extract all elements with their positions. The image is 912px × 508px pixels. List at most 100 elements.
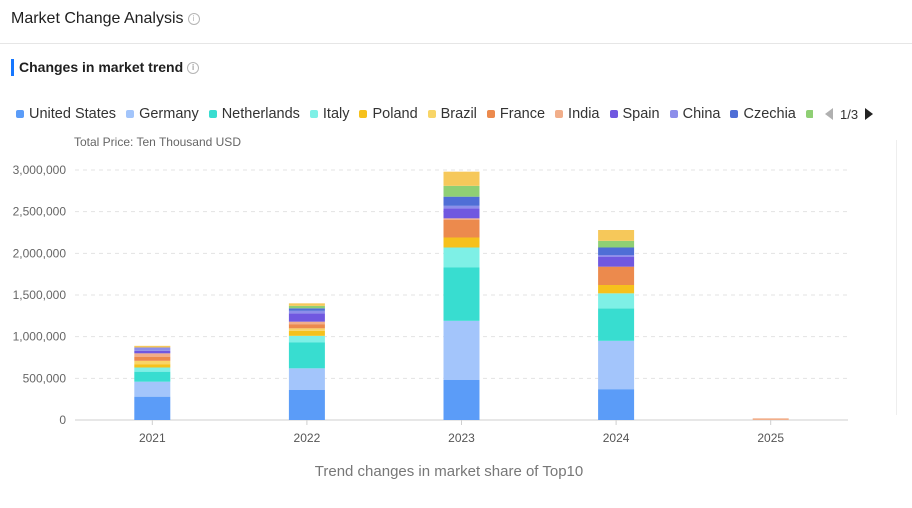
legend-item[interactable]: Germany	[126, 106, 199, 122]
legend-swatch	[730, 110, 739, 118]
y-tick-label: 500,000	[23, 371, 67, 385]
bar-segment[interactable]	[288, 313, 325, 322]
x-tick-label: 2021	[139, 431, 166, 445]
legend-item[interactable]: France	[486, 106, 545, 122]
y-tick-label: 2,000,000	[13, 246, 67, 260]
y-tick-label: 3,000,000	[13, 163, 67, 177]
legend-label: Spain	[622, 106, 660, 122]
bar-segment[interactable]	[134, 371, 171, 382]
y-tick-label: 2,500,000	[13, 205, 67, 219]
bar-segment[interactable]	[598, 256, 635, 267]
x-tick-label: 2025	[757, 431, 784, 445]
legend-item[interactable]: Brazil	[427, 106, 477, 122]
section-title-text: Changes in market trend	[19, 59, 184, 75]
legend-item[interactable]: United States	[16, 106, 116, 122]
bar-segment[interactable]	[443, 380, 480, 420]
bar-segment[interactable]	[134, 367, 171, 372]
bar-segment[interactable]	[598, 389, 635, 420]
bar-segment[interactable]	[134, 356, 171, 361]
bar-segment[interactable]	[134, 353, 171, 357]
bar-segment[interactable]	[598, 240, 635, 248]
bar-segment[interactable]	[288, 330, 325, 336]
bar-segment[interactable]	[288, 303, 325, 306]
bar-segment[interactable]	[443, 185, 480, 197]
legend-swatch	[309, 110, 318, 118]
unit-label: Total Price: Ten Thousand USD	[74, 135, 241, 149]
bar-segment[interactable]	[134, 347, 171, 351]
bar-segment[interactable]	[443, 208, 480, 219]
bar-segment[interactable]	[288, 368, 325, 390]
bar-segment[interactable]	[288, 335, 325, 343]
bar-segment[interactable]	[443, 205, 480, 209]
legend-label: Netherlands	[221, 106, 300, 122]
legend-prev-page-icon[interactable]	[825, 108, 833, 120]
legend-page-indicator: 1/3	[840, 106, 859, 122]
legend-swatch	[805, 110, 814, 118]
bar-segment[interactable]	[598, 308, 635, 341]
bar-segment[interactable]	[288, 342, 325, 369]
page-title-text: Market Change Analysis	[11, 10, 184, 27]
bar-segment[interactable]	[443, 220, 480, 238]
x-tick-label: 2024	[603, 431, 630, 445]
legend-item[interactable]: India	[555, 106, 600, 122]
bar-segment[interactable]	[288, 390, 325, 420]
chart-legend: United States Germany Netherlands Italy Pola…	[16, 104, 829, 124]
bar-segment[interactable]	[598, 285, 635, 294]
bar-segment[interactable]	[443, 171, 480, 186]
legend-overflow-mask	[813, 100, 821, 128]
legend-pager: 1/3	[822, 104, 874, 124]
bar-segment[interactable]	[443, 237, 480, 248]
info-icon[interactable]: i	[187, 12, 200, 25]
bar-segment[interactable]	[443, 320, 480, 380]
bar-segment[interactable]	[134, 364, 171, 368]
page-title: Market Change Analysis i	[11, 10, 200, 28]
y-tick-label: 0	[59, 413, 66, 427]
chart-caption: Trend changes in market share of Top10	[314, 463, 584, 480]
bar-segment[interactable]	[134, 360, 171, 365]
legend-label: Germany	[139, 106, 199, 122]
bar-segment[interactable]	[598, 230, 635, 241]
legend-item[interactable]: Italy	[309, 106, 349, 122]
bar-segment[interactable]	[752, 418, 789, 420]
bar-segment[interactable]	[288, 328, 325, 331]
header: Market Change Analysis i	[0, 0, 912, 44]
legend-swatch	[669, 110, 678, 118]
legend-swatch	[359, 110, 368, 118]
legend-item[interactable]	[805, 110, 819, 118]
legend-item[interactable]: Netherlands	[208, 106, 300, 122]
bar-segment[interactable]	[288, 305, 325, 309]
chart-divider	[896, 140, 897, 415]
info-icon[interactable]: i	[187, 62, 200, 75]
legend-item[interactable]: Spain	[609, 106, 660, 122]
legend-item[interactable]: China	[669, 106, 720, 122]
legend-swatch	[126, 110, 135, 118]
legend-swatch	[609, 110, 618, 118]
bar-segment[interactable]	[288, 308, 325, 311]
bar-segment[interactable]	[443, 247, 480, 268]
bar-segment[interactable]	[288, 324, 325, 329]
bar-segment[interactable]	[598, 340, 635, 390]
legend-swatch	[486, 110, 495, 118]
y-tick-label: 1,500,000	[13, 288, 67, 302]
legend-item[interactable]: Poland	[359, 106, 418, 122]
bar-segment[interactable]	[443, 196, 480, 206]
legend-item[interactable]: Czechia	[730, 106, 796, 122]
bar-segment[interactable]	[288, 310, 325, 314]
bar-segment[interactable]	[134, 396, 171, 420]
x-tick-label: 2022	[294, 431, 321, 445]
bar-segment[interactable]	[598, 293, 635, 309]
legend-swatch	[16, 110, 24, 118]
legend-swatch	[555, 110, 564, 118]
bar-segment[interactable]	[598, 255, 635, 257]
bar-segment[interactable]	[134, 381, 171, 397]
legend-next-page-icon[interactable]	[865, 108, 874, 120]
bar-segment[interactable]	[598, 266, 635, 285]
bar-segment[interactable]	[443, 267, 480, 321]
bar-segment[interactable]	[598, 247, 635, 256]
x-tick-label: 2023	[448, 431, 475, 445]
bar-segment[interactable]	[443, 218, 480, 220]
bar-segment[interactable]	[288, 321, 325, 325]
bar-segment[interactable]	[134, 345, 171, 348]
bar-segment[interactable]	[134, 350, 171, 354]
